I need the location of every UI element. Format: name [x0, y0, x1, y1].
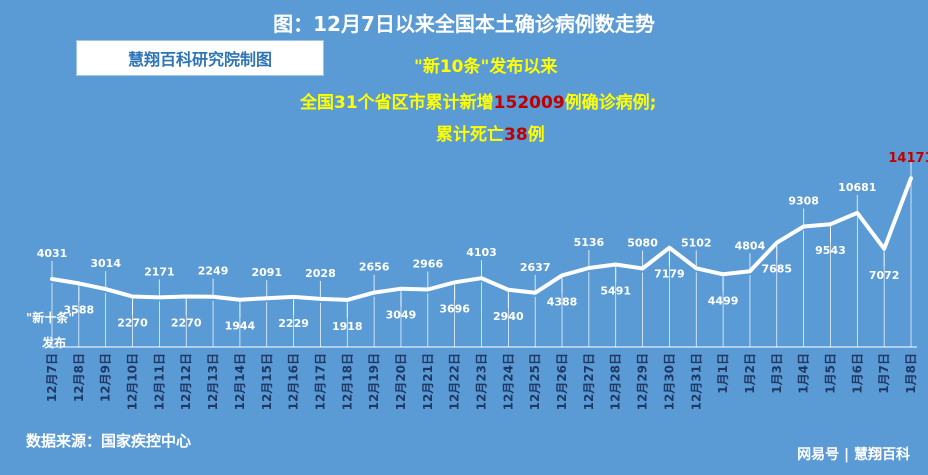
x-tick-label: 1月3日	[770, 353, 784, 394]
annotation-line-3: 累计死亡38例	[436, 120, 545, 145]
annotation-text: 全国31个省区市累计新增	[300, 93, 494, 113]
x-axis	[46, 182, 917, 348]
data-label: 1944	[225, 320, 256, 333]
data-label: 9308	[788, 195, 819, 208]
data-label: 1918	[332, 320, 363, 333]
data-label: 10681	[838, 181, 876, 194]
data-label: 9543	[815, 244, 846, 257]
start-marker-label-2: 发布	[41, 335, 66, 350]
x-tick-label: 12月31日	[689, 353, 703, 410]
x-tick-labels: 12月7日 12月8日 12月9日 12月10日 12月11日 12月12日 12月13日 1…	[45, 353, 918, 410]
data-label: 2171	[144, 265, 175, 278]
data-source: 数据来源：国家疾控中心	[26, 432, 192, 450]
x-tick-label: 1月2日	[743, 353, 757, 394]
x-tick-label: 12月18日	[340, 353, 354, 410]
x-tick-label: 12月23日	[475, 353, 489, 410]
data-label: 2656	[359, 261, 390, 274]
data-label: 5080	[627, 237, 658, 250]
data-label: 5102	[681, 236, 712, 249]
data-label: 7685	[761, 263, 792, 276]
annotation-line-2: 全国31个省区市累计新增152009例确诊病例;	[300, 88, 656, 113]
x-tick-label: 1月8日	[904, 353, 918, 394]
data-label: 4499	[708, 294, 739, 307]
total-cases-number: 152009	[493, 93, 565, 113]
data-label: 2270	[117, 316, 148, 329]
x-tick-label: 12月17日	[313, 353, 327, 410]
x-tick-label: 12月7日	[45, 353, 59, 402]
data-labels: 4031 3588 3014 2270 2171 2270 2249 1944 2091 2229…	[37, 151, 928, 333]
data-label: 2249	[198, 265, 229, 278]
data-label: 2637	[520, 261, 551, 274]
data-label: 4103	[466, 246, 497, 259]
watermark: 网易号 | 慧翔百科	[797, 447, 910, 463]
x-tick-label: 1月4日	[797, 353, 811, 394]
x-tick-label: 12月19日	[367, 353, 381, 410]
annotation-text: 例	[527, 125, 545, 145]
x-tick-label: 12月29日	[636, 353, 650, 410]
data-label: 5136	[574, 236, 605, 249]
x-tick-label: 12月28日	[609, 353, 623, 410]
data-label: 2966	[413, 258, 444, 271]
annotation-line-1: "新10条"发布以来	[414, 57, 558, 77]
x-tick-label: 12月21日	[421, 353, 435, 410]
data-label: 2940	[493, 310, 524, 323]
data-label: 4031	[37, 247, 68, 260]
x-tick-label: 12月8日	[72, 353, 86, 402]
annotation-text: 例确诊病例;	[564, 93, 657, 113]
x-tick-label: 12月26日	[555, 353, 569, 410]
data-label: 4388	[547, 295, 578, 308]
x-tick-label: 1月6日	[850, 353, 864, 394]
x-tick-label: 12月22日	[448, 353, 462, 410]
x-tick-label: 1月1日	[716, 353, 730, 394]
x-tick-label: 12月25日	[528, 353, 542, 410]
data-label: 2270	[171, 316, 202, 329]
data-label: 3696	[439, 302, 470, 315]
x-tick-label: 1月5日	[823, 353, 837, 394]
data-label: 7179	[654, 268, 685, 281]
data-label: 5491	[600, 284, 631, 297]
data-label: 4804	[735, 239, 766, 252]
x-tick-label: 12月15日	[260, 353, 274, 410]
series-line	[50, 176, 913, 302]
data-label: 3014	[90, 257, 121, 270]
x-tick-label: 12月24日	[501, 353, 515, 410]
x-tick-label: 12月9日	[99, 353, 113, 402]
x-tick-label: 12月30日	[662, 353, 676, 410]
total-deaths-number: 38	[504, 125, 528, 145]
x-tick-label: 12月11日	[152, 353, 166, 410]
x-tick-label: 1月7日	[877, 353, 891, 394]
x-tick-label: 12月16日	[287, 353, 301, 410]
chart-title: 图：12月7日以来全国本土确诊病例数走势	[273, 12, 655, 36]
annotation-text: 累计死亡	[436, 125, 504, 145]
data-label: 2229	[278, 317, 309, 330]
x-tick-label: 12月12日	[179, 353, 193, 410]
data-label: 3588	[64, 303, 95, 316]
org-label: 慧翔百科研究院制图	[76, 40, 324, 76]
x-tick-label: 12月13日	[206, 353, 220, 410]
x-tick-label: 12月27日	[582, 353, 596, 410]
start-marker-label: "新十条"	[26, 310, 75, 325]
data-label: 3049	[386, 309, 417, 322]
x-tick-label: 12月20日	[394, 353, 408, 410]
data-label: 7072	[869, 269, 900, 282]
x-tick-label: 12月10日	[126, 353, 140, 410]
data-label: 2091	[251, 266, 282, 279]
x-tick-label: 12月14日	[233, 353, 247, 410]
data-label: 2028	[305, 267, 336, 280]
